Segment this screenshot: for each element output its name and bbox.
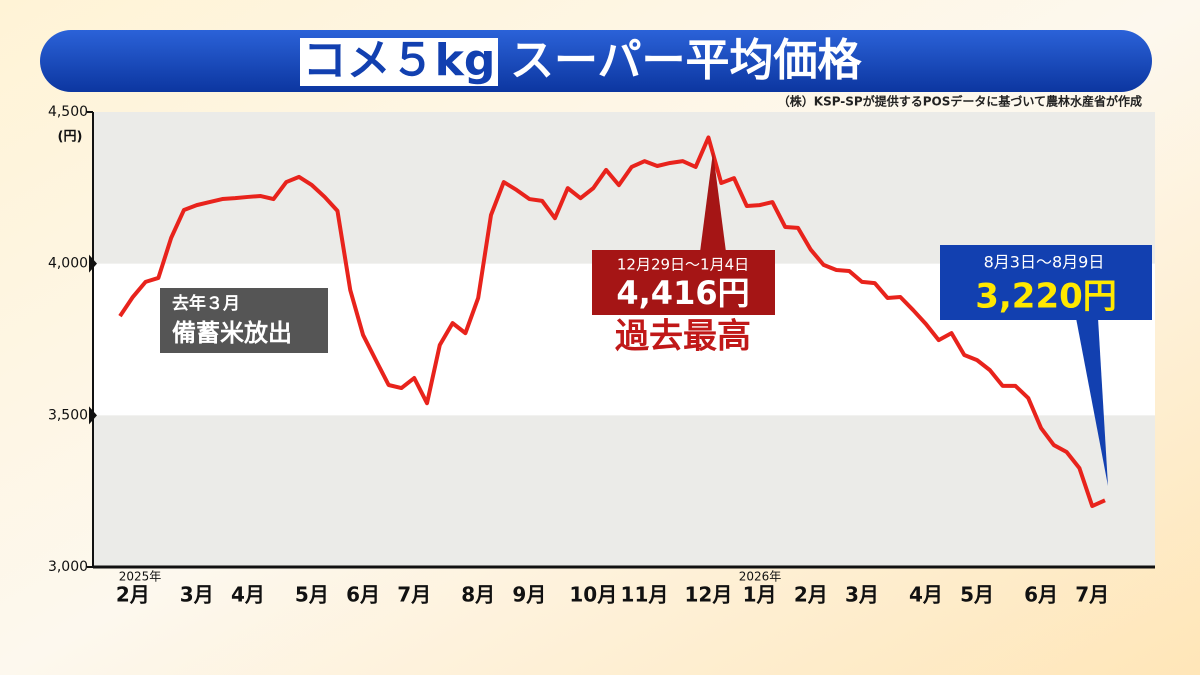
x-tick-label: 1月 (743, 583, 777, 607)
x-tick-label: 8月 (461, 583, 495, 607)
x-tick-label: 7月 (1075, 583, 1109, 607)
annotation: 備蓄米放出 (172, 319, 292, 347)
x-tick-label: 6月 (1024, 583, 1058, 607)
x-tick-label: 2月 (794, 583, 828, 607)
y-tick-label: 4,500 (48, 104, 88, 120)
x-tick-label: 2月 (116, 583, 150, 607)
annotation: 過去最高 (615, 317, 751, 357)
title-highlight: コメ５kg (303, 35, 496, 86)
y-unit: (円) (58, 130, 83, 145)
x-tick-label: 6月 (346, 583, 380, 607)
year-label: 2026年 (739, 570, 782, 584)
annotation: 8月3日～8月9日 (984, 253, 1105, 272)
x-tick-label: 4月 (231, 583, 265, 607)
x-tick-label: 3月 (845, 583, 879, 607)
band (93, 415, 1155, 567)
x-tick-label: 3月 (180, 583, 214, 607)
annotation: 去年３月 (172, 293, 240, 314)
band (93, 112, 1155, 264)
title-box (300, 38, 498, 86)
annotation-box (160, 288, 328, 353)
x-tick-label: 9月 (512, 583, 546, 607)
x-tick-label: 10月 (569, 583, 617, 607)
y-tick-label: 4,000 (48, 256, 88, 272)
x-tick-label: 5月 (960, 583, 994, 607)
annotation-box (940, 245, 1152, 320)
x-tick-label: 7月 (397, 583, 431, 607)
y-tick-label: 3,000 (48, 559, 88, 575)
source: （株）KSP-SPが提供するPOSデータに基づいて農林水産省が作成 (778, 94, 1142, 109)
annotation: 12月29日～1月4日 (617, 256, 749, 274)
x-tick-label: 5月 (295, 583, 329, 607)
year-label: 2025年 (119, 570, 162, 584)
callout-pointer (700, 152, 726, 252)
annotation-box (592, 250, 775, 315)
title: スーパー平均価格 (510, 35, 863, 86)
data-line (118, 135, 1106, 509)
x-tick-label: 4月 (909, 583, 943, 607)
value-label: 4,416円 (616, 274, 749, 312)
y-tick-label: 3,500 (48, 407, 88, 423)
value-label: 3,220円 (975, 277, 1117, 317)
callout-pointer (1076, 318, 1108, 486)
x-tick-label: 11月 (621, 583, 669, 607)
x-tick-label: 12月 (685, 583, 733, 607)
